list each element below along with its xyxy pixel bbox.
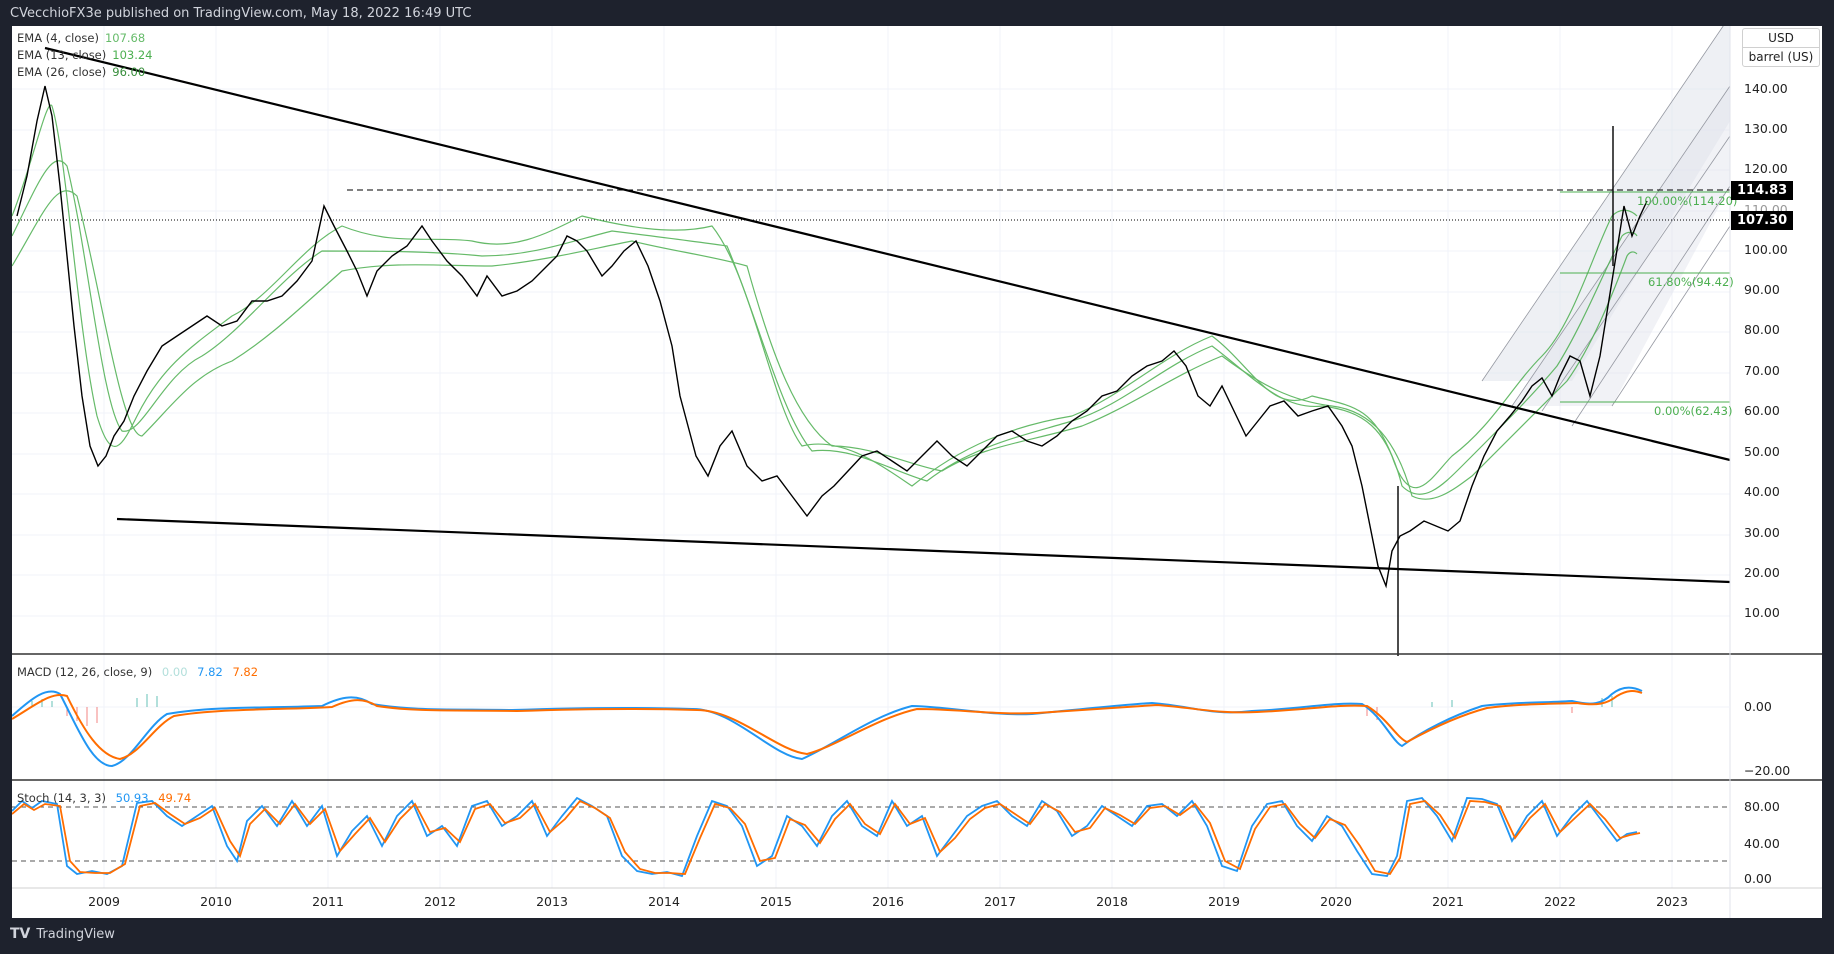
- macd-signal-value: 7.82: [232, 665, 259, 679]
- tradingview-branding[interactable]: 𝗧𝗩 TradingView: [10, 926, 115, 942]
- publisher-header: CVecchioFX3e published on TradingView.co…: [0, 0, 1834, 26]
- macd-value: 7.82: [197, 665, 223, 679]
- pitchfork-channel[interactable]: [1481, 26, 1731, 427]
- macd-axis-neg20: −20.00: [1744, 763, 1791, 778]
- unit-label: barrel (US): [1743, 47, 1819, 66]
- macd-pane: [12, 686, 1730, 768]
- price-bars: [16, 85, 1648, 589]
- stoch-pane: [12, 796, 1730, 878]
- stoch-legend[interactable]: Stoch (14, 3, 3) 50.93 49.74: [17, 791, 192, 805]
- grid-lines: [12, 26, 1730, 888]
- chart-canvas[interactable]: [12, 26, 1822, 918]
- descending-trendline: [44, 46, 1731, 462]
- macd-axis-0: 0.00: [1744, 699, 1772, 714]
- brand-name: TradingView: [36, 926, 115, 942]
- macd-legend[interactable]: MACD (12, 26, close, 9) 0.00 7.82 7.82: [17, 665, 259, 679]
- fib-100-label: 100.00%(114.20): [1637, 194, 1738, 208]
- currency-unit-box[interactable]: USD barrel (US): [1742, 28, 1820, 67]
- ema-legend[interactable]: EMA (4, close) 107.68 EMA (13, close) 103.…: [17, 30, 153, 81]
- fib-618-label: 61.80%(94.42): [1648, 275, 1734, 289]
- stoch-axis-0: 0.00: [1744, 871, 1772, 886]
- stoch-axis-80: 80.00: [1744, 799, 1780, 814]
- tradingview-logo-icon: 𝗧𝗩: [10, 926, 31, 942]
- stoch-axis-40: 40.00: [1744, 836, 1780, 851]
- last-price-badge: 107.30: [1731, 211, 1794, 230]
- stoch-k-value: 50.93: [115, 791, 149, 805]
- ema-13-legend[interactable]: EMA (13, close) 103.24: [17, 48, 153, 62]
- resistance-price-badge: 114.83: [1731, 181, 1794, 200]
- support-trendline: [116, 517, 1731, 584]
- chart-panel[interactable]: EMA (4, close) 107.68 EMA (13, close) 103.…: [12, 26, 1822, 918]
- ema-4-legend[interactable]: EMA (4, close) 107.68: [17, 31, 146, 45]
- ema-lines: [12, 104, 1638, 500]
- macd-hist-value: 0.00: [161, 665, 188, 679]
- stoch-d-value: 49.74: [158, 791, 192, 805]
- publisher-title: CVecchioFX3e published on TradingView.co…: [10, 6, 472, 21]
- fib-0-label: 0.00%(62.43): [1654, 404, 1733, 418]
- ema-26-legend[interactable]: EMA (26, close) 96.00: [17, 65, 146, 79]
- currency-label: USD: [1768, 31, 1794, 45]
